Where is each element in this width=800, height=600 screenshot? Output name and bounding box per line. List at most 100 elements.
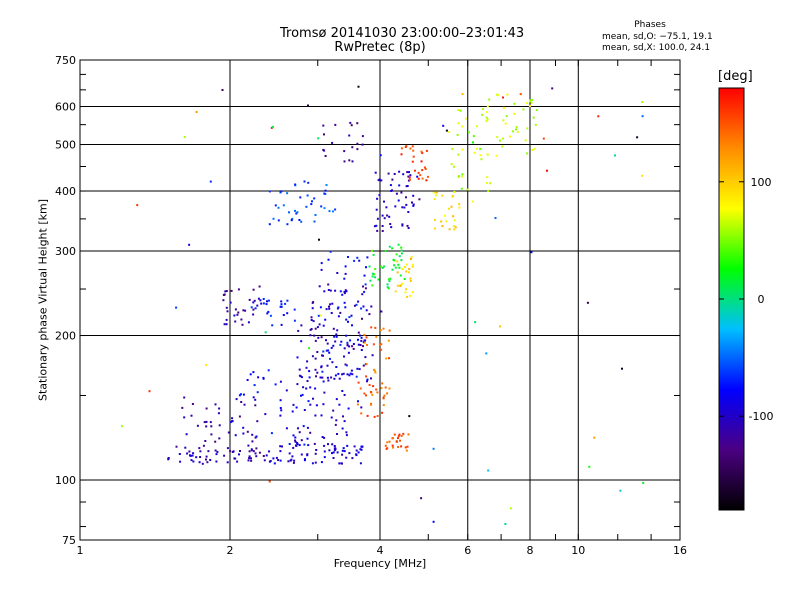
data-point bbox=[336, 329, 339, 332]
x-axis-label: Frequency [MHz] bbox=[333, 557, 427, 570]
data-point bbox=[252, 313, 255, 316]
data-point bbox=[434, 194, 437, 197]
data-point bbox=[364, 283, 367, 286]
x-tick-label: 1 bbox=[77, 544, 84, 557]
data-point bbox=[368, 384, 371, 386]
data-point bbox=[262, 298, 265, 300]
data-point bbox=[360, 448, 363, 451]
data-point bbox=[328, 351, 331, 354]
data-point bbox=[481, 113, 484, 116]
data-point bbox=[262, 455, 265, 457]
data-point bbox=[424, 168, 427, 170]
data-point bbox=[336, 433, 338, 435]
data-point bbox=[209, 459, 212, 461]
data-point bbox=[336, 451, 339, 454]
data-point bbox=[522, 108, 525, 111]
data-point bbox=[231, 420, 234, 423]
data-point bbox=[365, 266, 367, 269]
data-point bbox=[359, 448, 362, 451]
data-point bbox=[373, 273, 376, 276]
data-point bbox=[311, 200, 313, 203]
data-point bbox=[257, 376, 260, 379]
data-point bbox=[315, 449, 318, 451]
data-point bbox=[392, 446, 394, 449]
data-point bbox=[298, 431, 301, 434]
data-point bbox=[383, 265, 385, 268]
data-point bbox=[268, 480, 271, 483]
data-point bbox=[309, 403, 312, 406]
data-point bbox=[314, 327, 317, 330]
data-point bbox=[251, 440, 254, 443]
data-point bbox=[238, 394, 241, 397]
data-point bbox=[328, 449, 331, 452]
data-point bbox=[526, 102, 529, 104]
data-point bbox=[294, 439, 296, 442]
data-point bbox=[308, 376, 311, 379]
data-point bbox=[214, 449, 217, 452]
data-point bbox=[233, 314, 236, 317]
data-point bbox=[280, 190, 283, 193]
data-point bbox=[408, 415, 411, 418]
data-point bbox=[364, 287, 367, 290]
data-point bbox=[247, 321, 250, 324]
data-point bbox=[357, 381, 360, 384]
data-point bbox=[432, 520, 435, 523]
data-point bbox=[401, 224, 404, 227]
data-point bbox=[263, 459, 266, 462]
data-point bbox=[300, 394, 302, 397]
data-point bbox=[389, 184, 392, 187]
data-point bbox=[360, 412, 363, 415]
data-point bbox=[385, 357, 388, 360]
data-point bbox=[402, 173, 405, 176]
data-point bbox=[363, 333, 366, 336]
data-point bbox=[621, 367, 623, 370]
data-point bbox=[366, 378, 369, 381]
data-point bbox=[378, 194, 381, 197]
data-point bbox=[368, 265, 371, 268]
data-point bbox=[250, 448, 253, 451]
data-point bbox=[387, 278, 390, 281]
data-point bbox=[183, 396, 186, 399]
data-point bbox=[251, 433, 254, 436]
data-point bbox=[350, 314, 353, 317]
data-point bbox=[225, 290, 228, 292]
data-point bbox=[254, 436, 257, 439]
data-point bbox=[388, 215, 391, 218]
data-point bbox=[398, 433, 401, 436]
data-point bbox=[400, 249, 403, 252]
data-point bbox=[419, 174, 422, 177]
data-point bbox=[533, 147, 536, 150]
data-point bbox=[425, 149, 428, 152]
data-point bbox=[381, 382, 384, 385]
data-point bbox=[267, 369, 270, 372]
data-point bbox=[331, 452, 333, 455]
data-point bbox=[364, 339, 367, 342]
data-point bbox=[269, 314, 272, 317]
data-point bbox=[335, 398, 338, 401]
data-point bbox=[271, 324, 274, 327]
data-point bbox=[365, 363, 368, 366]
y-tick-label: 600 bbox=[55, 101, 76, 114]
data-point bbox=[515, 128, 517, 131]
data-point bbox=[295, 406, 298, 409]
data-point bbox=[534, 123, 537, 126]
data-point bbox=[363, 392, 366, 395]
data-point bbox=[295, 444, 297, 447]
data-point bbox=[148, 390, 151, 393]
data-point bbox=[167, 457, 170, 459]
data-point bbox=[320, 205, 323, 208]
data-point bbox=[405, 203, 408, 206]
data-point bbox=[457, 109, 460, 112]
data-point bbox=[399, 274, 402, 277]
data-point bbox=[528, 105, 531, 107]
data-point bbox=[361, 135, 364, 138]
data-point bbox=[280, 300, 283, 303]
data-point bbox=[326, 376, 329, 379]
data-point bbox=[293, 319, 296, 322]
data-point bbox=[515, 126, 518, 128]
data-point bbox=[393, 264, 396, 267]
data-point bbox=[383, 200, 385, 203]
data-point bbox=[379, 329, 382, 332]
data-point bbox=[371, 272, 374, 275]
